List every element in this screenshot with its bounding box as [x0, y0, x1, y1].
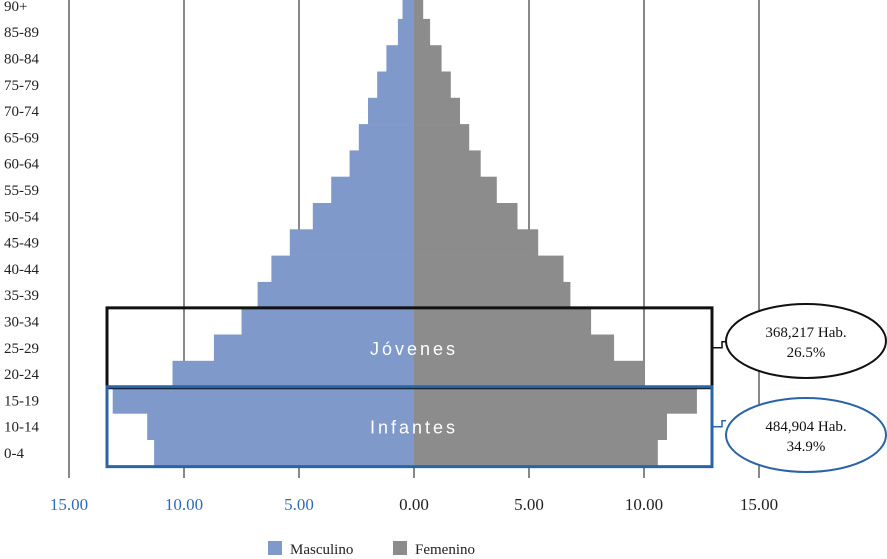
age-group-label: 15-19	[4, 393, 39, 409]
x-tick-label: 15.00	[740, 495, 778, 514]
callout-population: 368,217 Hab.	[765, 325, 846, 341]
x-tick-label: 10.00	[625, 495, 663, 514]
bar-femenino	[414, 203, 518, 230]
bar-masculino	[147, 413, 414, 440]
bar-masculino	[312, 203, 414, 230]
age-group-labels: 0-4 10-14 15-19 20-24 25-29 30-34 35-39 40-44 45…	[4, 0, 39, 462]
legend-male-swatch	[268, 541, 282, 555]
bar-masculino	[358, 124, 414, 151]
bar-masculino	[172, 360, 414, 388]
age-group-label: 30-34	[4, 315, 39, 331]
x-tick-label: 0.00	[399, 495, 429, 514]
age-group-label: 35-39	[4, 288, 39, 304]
age-group-label: 10-14	[4, 420, 39, 436]
bar-masculino	[257, 281, 414, 309]
age-group-label: 65-69	[4, 130, 39, 146]
bar-femenino	[414, 413, 667, 440]
bar-femenino	[414, 229, 539, 256]
callout-connector	[712, 341, 726, 349]
bar-femenino	[414, 281, 571, 309]
legend: Masculino Femenino	[268, 541, 475, 558]
bar-masculino	[271, 255, 414, 283]
callout-percent: 26.5%	[787, 345, 826, 361]
age-group-label: 25-29	[4, 341, 39, 357]
bar-masculino	[154, 439, 414, 467]
bar-masculino	[377, 71, 414, 99]
age-group-label: 45-49	[4, 236, 39, 252]
bar-masculino	[386, 45, 414, 72]
legend-male-label: Masculino	[290, 542, 353, 558]
x-tick-label: 5.00	[284, 495, 314, 514]
age-group-label: 80-84	[4, 52, 39, 68]
bar-masculino	[241, 308, 414, 335]
bar-femenino	[414, 71, 451, 99]
annotation-box-label: Jóvenes	[370, 339, 458, 359]
age-group-label: 40-44	[4, 262, 39, 278]
age-group-label: 0-4	[4, 446, 24, 462]
age-group-label: 85-89	[4, 25, 39, 41]
bar-masculino	[349, 150, 414, 177]
bar-masculino	[368, 97, 414, 125]
callout-connector	[712, 419, 726, 428]
callout-percent: 34.9%	[787, 439, 826, 455]
bar-masculino	[289, 229, 414, 256]
bar-femenino	[414, 439, 658, 467]
callout-population: 484,904 Hab.	[765, 419, 846, 435]
legend-female-label: Femenino	[415, 542, 475, 558]
bar-femenino	[414, 97, 460, 125]
bar-femenino	[414, 150, 481, 177]
age-group-label: 90+	[4, 0, 27, 15]
bar-femenino	[414, 387, 697, 414]
bar-femenino	[414, 255, 564, 283]
bar-femenino	[414, 334, 615, 362]
age-group-label: 75-79	[4, 78, 39, 94]
bar-femenino	[414, 176, 497, 204]
bar-femenino	[414, 18, 431, 46]
annotation-box-label: Infantes	[370, 418, 458, 438]
bar-femenino	[414, 308, 592, 335]
legend-female-swatch	[393, 541, 407, 555]
bar-masculino	[397, 18, 414, 46]
x-tick-label: 10.00	[165, 495, 203, 514]
bar-masculino	[331, 176, 414, 204]
callout-ellipse	[725, 303, 887, 379]
bar-femenino	[414, 45, 442, 72]
x-axis-tick-labels: 15.00 10.00 5.00 0.00 5.00 10.00 15.00	[50, 495, 778, 514]
bar-femenino	[414, 0, 424, 20]
annotations: Jóvenes 368,217 Hab. 26.5% Infantes 484,904 …	[105, 303, 887, 473]
bar-masculino	[402, 0, 414, 20]
age-group-label: 50-54	[4, 209, 39, 225]
bars	[112, 0, 697, 467]
bar-masculino	[213, 334, 414, 362]
x-tick-label: 5.00	[514, 495, 544, 514]
age-group-label: 70-74	[4, 104, 39, 120]
callout-ellipse	[725, 397, 887, 473]
bar-masculino	[112, 387, 414, 414]
x-tick-label: 15.00	[50, 495, 88, 514]
bar-femenino	[414, 360, 644, 388]
age-group-label: 60-64	[4, 157, 39, 173]
age-group-label: 20-24	[4, 367, 39, 383]
age-group-label: 55-59	[4, 183, 39, 199]
bar-femenino	[414, 124, 470, 151]
